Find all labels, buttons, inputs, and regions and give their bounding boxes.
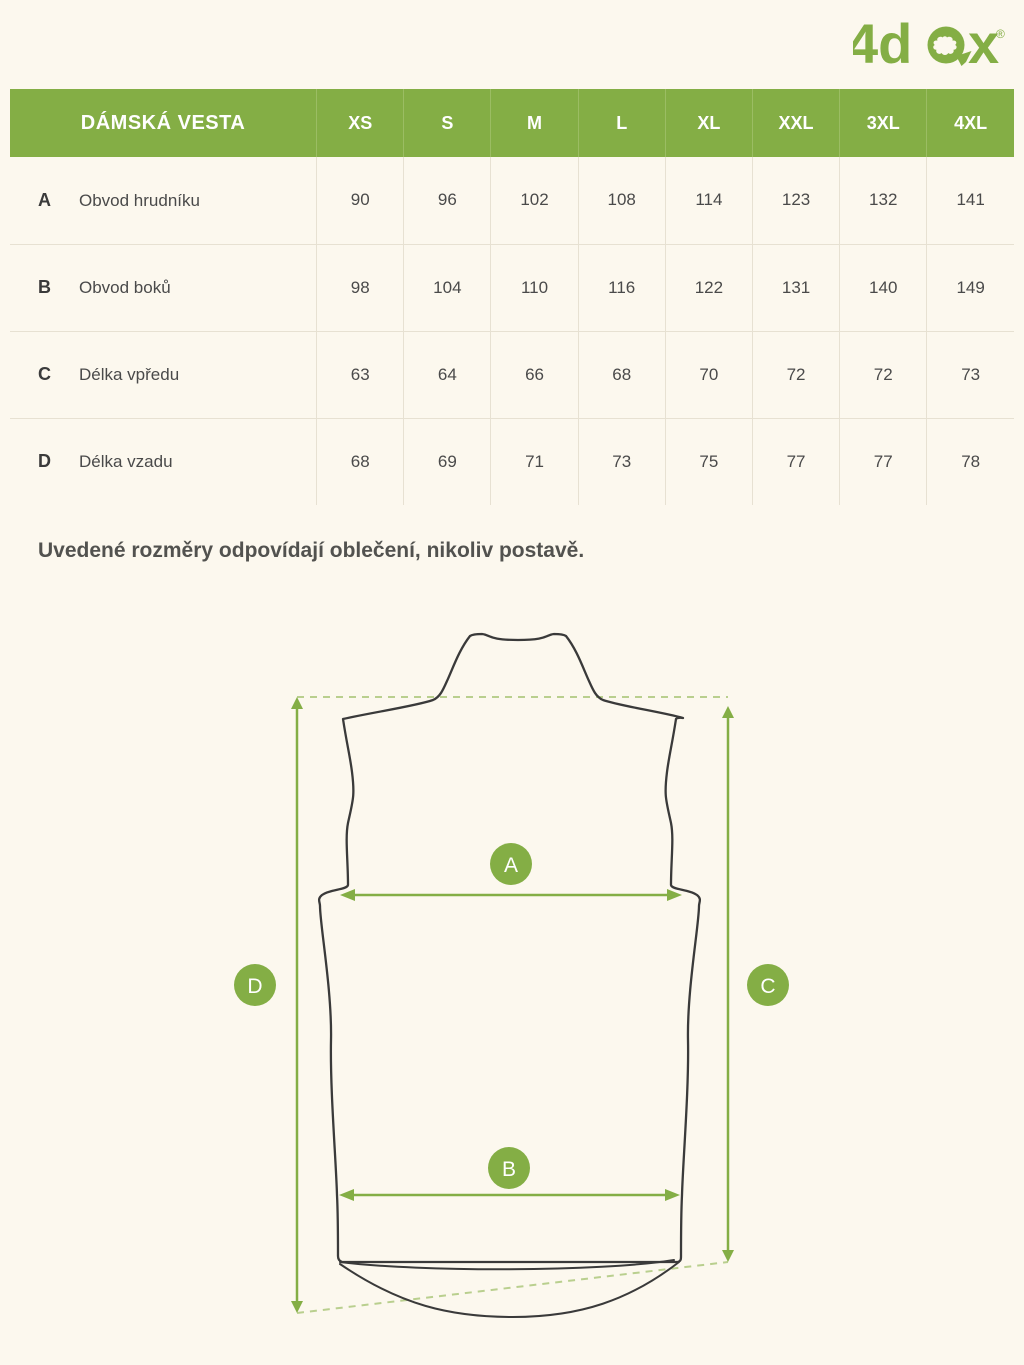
svg-text:B: B <box>502 1158 516 1181</box>
svg-text:C: C <box>760 975 775 998</box>
svg-text:A: A <box>504 854 518 877</box>
svg-text:D: D <box>247 975 262 998</box>
